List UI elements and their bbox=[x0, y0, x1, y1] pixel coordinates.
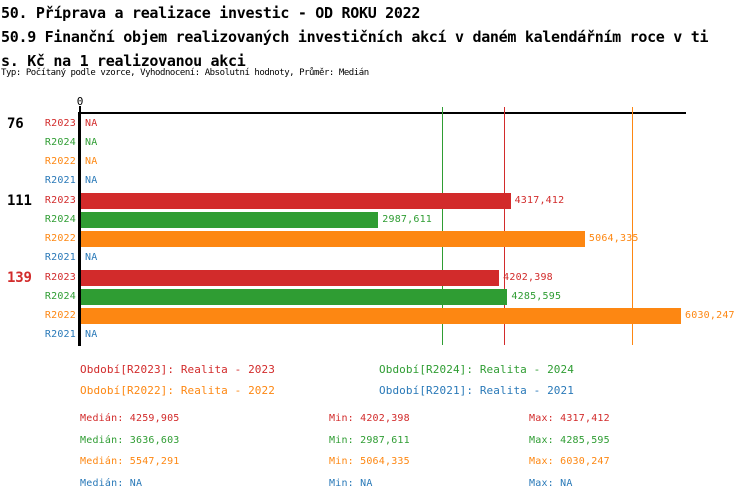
bar-na-label: NA bbox=[85, 175, 98, 187]
bar-na-label: NA bbox=[85, 136, 98, 148]
legend-item-r2021: Období[R2021]: Realita - 2021 bbox=[379, 384, 574, 397]
series-row-label-r2023: R2023 bbox=[44, 271, 76, 283]
group-label-111: 111 bbox=[7, 192, 32, 209]
median-line-r2022 bbox=[631, 107, 634, 345]
bar-r2023-group139 bbox=[81, 269, 500, 286]
series-row-label-r2021: R2021 bbox=[44, 175, 76, 187]
group-label-139: 139 bbox=[7, 269, 32, 286]
series-row-label-r2022: R2022 bbox=[44, 156, 76, 168]
stat-min-r2024: Min: 2987,611 bbox=[329, 434, 410, 446]
x-axis-zero-tick bbox=[79, 106, 81, 112]
legend-item-r2022: Období[R2022]: Realita - 2022 bbox=[80, 384, 275, 397]
series-row-label-r2024: R2024 bbox=[44, 290, 76, 302]
group-label-76: 76 bbox=[7, 115, 24, 132]
stat-max-r2023: Max: 4317,412 bbox=[529, 413, 610, 424]
bar-na-label: NA bbox=[85, 117, 98, 129]
stat-min-r2021: Min: NA bbox=[329, 478, 373, 490]
bar-na-label: NA bbox=[85, 329, 98, 341]
bar-na-label: NA bbox=[85, 156, 98, 168]
report-section-title: 50. Příprava a realizace investic - OD R… bbox=[1, 4, 421, 22]
x-axis-zero-tick-label: 0 bbox=[76, 95, 84, 108]
plot-area: 76 R2023 NA R2024 NA R2022 NA R2021 NA 111 R2023 43… bbox=[0, 106, 750, 348]
series-row-label-r2024: R2024 bbox=[44, 213, 76, 225]
series-row-label-r2023: R2023 bbox=[44, 194, 76, 206]
bar-value-label: 4285,595 bbox=[511, 290, 562, 302]
bar-value-label: 5064,335 bbox=[588, 233, 639, 245]
series-row-label-r2021: R2021 bbox=[44, 329, 76, 341]
stat-min-r2023: Min: 4202,398 bbox=[329, 413, 410, 424]
legend-item-r2023: Období[R2023]: Realita - 2023 bbox=[80, 363, 275, 376]
bar-r2022-group111 bbox=[81, 231, 585, 248]
stat-max-r2021: Max: NA bbox=[529, 478, 573, 490]
bar-na-label: NA bbox=[85, 252, 98, 264]
stat-median-r2022: Medián: 5547,291 bbox=[80, 456, 180, 468]
x-axis-line bbox=[80, 112, 686, 114]
stat-min-r2022: Min: 5064,335 bbox=[329, 456, 410, 468]
y-axis-line bbox=[77, 112, 81, 346]
bar-r2024-group139 bbox=[81, 288, 508, 305]
stat-median-r2024: Medián: 3636,603 bbox=[80, 434, 180, 446]
stat-median-r2021: Medián: NA bbox=[80, 478, 143, 490]
series-row-label-r2021: R2021 bbox=[44, 252, 76, 264]
median-line-r2024 bbox=[441, 107, 444, 345]
indicator-title-line1: 50.9 Finanční objem realizovaných invest… bbox=[1, 28, 709, 46]
bar-r2024-group111 bbox=[81, 211, 379, 228]
series-row-label-r2022: R2022 bbox=[44, 310, 76, 322]
bar-value-label: 4202,398 bbox=[503, 271, 553, 283]
stat-max-r2022: Max: 6030,247 bbox=[529, 456, 610, 468]
bar-value-label: 2987,611 bbox=[382, 213, 433, 225]
median-line-r2023 bbox=[503, 107, 506, 345]
series-row-label-r2022: R2022 bbox=[44, 233, 76, 245]
bar-value-label: 4317,412 bbox=[514, 194, 565, 206]
legend-item-r2024: Období[R2024]: Realita - 2024 bbox=[379, 363, 574, 376]
bar-r2023-group111 bbox=[81, 192, 511, 209]
series-row-label-r2024: R2024 bbox=[44, 136, 76, 148]
series-row-label-r2023: R2023 bbox=[44, 117, 76, 129]
stat-max-r2024: Max: 4285,595 bbox=[529, 434, 610, 446]
stat-median-r2023: Medián: 4259,905 bbox=[80, 413, 180, 424]
bar-value-label: 6030,247 bbox=[685, 310, 735, 322]
chart-meta-info: Typ: Počítaný podle vzorce, Vyhodnocení:… bbox=[1, 68, 369, 78]
indicator-title-line2: s. Kč na 1 realizovanou akci bbox=[1, 52, 246, 70]
bar-r2022-group139 bbox=[81, 308, 681, 325]
